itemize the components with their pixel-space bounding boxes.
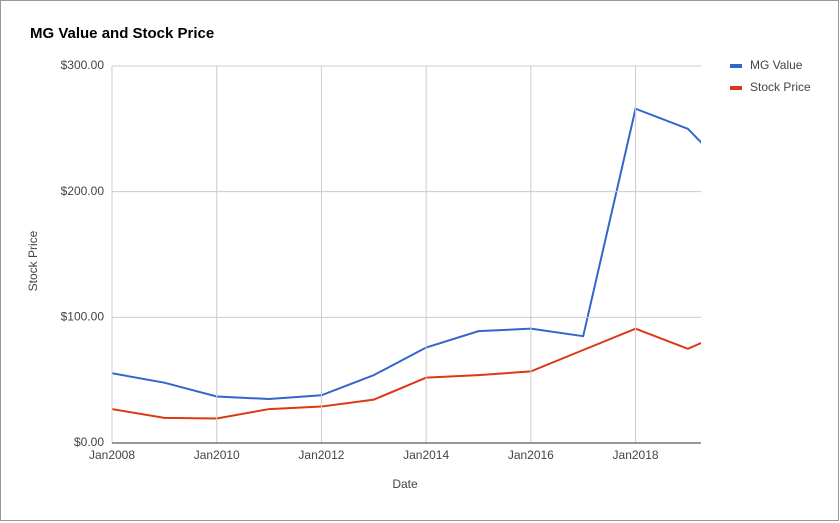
legend-swatch (730, 64, 742, 68)
legend-swatch (730, 86, 742, 90)
x-tick-label: Jan2016 (508, 448, 554, 462)
y-tick-label: $0.00 (74, 435, 104, 449)
x-tick-label: Jan2014 (403, 448, 449, 462)
x-tick-label: Jan2012 (298, 448, 344, 462)
y-tick-label: $100.00 (61, 310, 105, 324)
y-tick-label: $300.00 (61, 58, 105, 72)
y-axis-title: Stock Price (26, 230, 40, 291)
x-tick-label: Jan2008 (89, 448, 135, 462)
x-tick-label: Jan2010 (194, 448, 240, 462)
legend-label: Stock Price (750, 80, 811, 94)
x-axis-title: Date (392, 477, 418, 491)
legend-label: MG Value (750, 58, 803, 72)
chart-title: MG Value and Stock Price (30, 25, 214, 42)
x-tick-label: Jan2018 (613, 448, 659, 462)
y-tick-label: $200.00 (61, 184, 105, 198)
